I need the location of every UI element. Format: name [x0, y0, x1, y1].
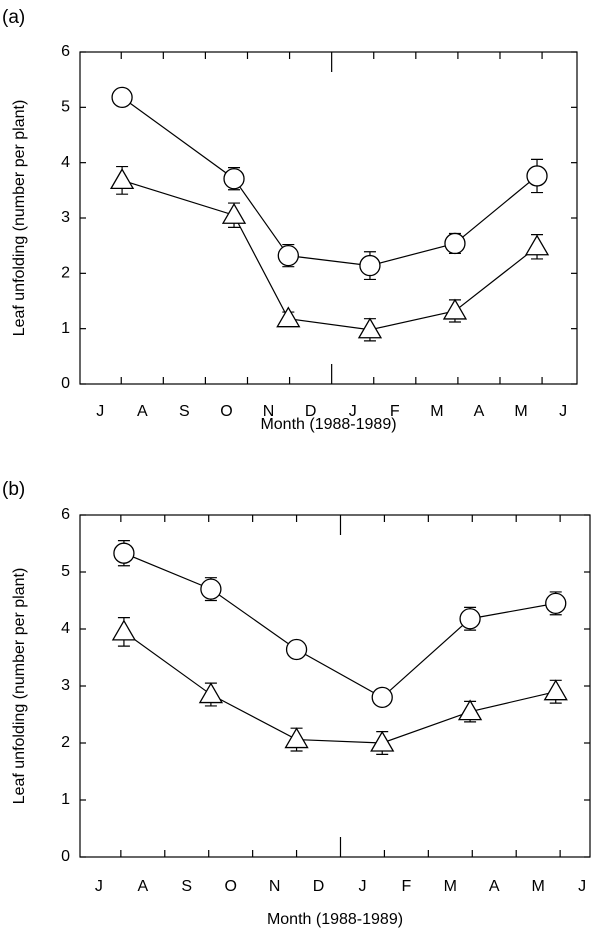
x-tick-label: D: [305, 403, 317, 420]
x-tick-label: J: [559, 403, 567, 420]
data-point: [198, 682, 224, 704]
data-point: [442, 298, 468, 320]
panel-label: (b): [2, 479, 25, 500]
y-tick-label: 6: [61, 43, 70, 60]
data-point: [545, 592, 567, 614]
data-point: [526, 165, 548, 187]
data-point: [221, 202, 247, 224]
data-point: [359, 254, 381, 277]
x-tick-label: O: [220, 403, 232, 420]
series-line: [123, 631, 556, 744]
y-axis-label: Leaf unfolding (number per plant): [11, 568, 28, 805]
x-tick-label: A: [137, 878, 148, 895]
x-tick-label: F: [401, 878, 411, 895]
series-line: [121, 179, 538, 331]
x-tick-label: A: [474, 403, 485, 420]
data-point: [113, 542, 135, 564]
data-point: [370, 730, 395, 752]
y-tick-label: 5: [61, 99, 70, 116]
x-tick-label: D: [313, 878, 325, 895]
data-point: [459, 608, 481, 630]
data-point: [444, 232, 466, 255]
y-axis-label: Leaf unfolding (number per plant): [11, 100, 28, 337]
x-tick-label: S: [181, 878, 192, 895]
y-tick-label: 0: [61, 848, 70, 865]
x-tick-label: N: [269, 878, 281, 895]
x-tick-label: A: [137, 403, 148, 420]
data-point: [276, 306, 301, 328]
x-tick-label: A: [489, 878, 500, 895]
series-line: [121, 96, 538, 267]
x-tick-label: J: [95, 878, 103, 895]
x-tick-label: J: [578, 878, 586, 895]
x-tick-label: J: [349, 403, 357, 420]
data-point: [357, 317, 383, 339]
data-point: [543, 679, 568, 701]
data-point: [284, 727, 309, 749]
data-point: [109, 168, 135, 190]
plot-frame: [79, 51, 578, 385]
data-point: [371, 686, 393, 709]
x-tick-label: O: [224, 878, 236, 895]
data-point: [277, 244, 299, 267]
data-point: [524, 234, 550, 256]
y-tick-label: 1: [61, 791, 70, 808]
x-tick-label: J: [358, 878, 366, 895]
x-tick-label: N: [263, 403, 275, 420]
x-tick-label: M: [532, 878, 545, 895]
series-line: [123, 552, 556, 699]
y-tick-label: 5: [61, 563, 70, 580]
x-tick-label: F: [390, 403, 400, 420]
y-tick-label: 6: [61, 506, 70, 523]
y-tick-label: 3: [61, 209, 70, 226]
x-tick-label: J: [96, 403, 104, 420]
x-axis-label: Month (1988-1989): [267, 911, 403, 928]
y-tick-label: 3: [61, 677, 70, 694]
data-point: [200, 578, 222, 600]
y-tick-label: 4: [61, 620, 70, 637]
y-tick-label: 0: [61, 375, 70, 392]
x-tick-label: M: [514, 403, 527, 420]
panel-label: (a): [2, 7, 25, 28]
x-tick-label: S: [179, 403, 190, 420]
data-point: [223, 168, 245, 190]
y-tick-label: 4: [61, 154, 70, 171]
x-tick-label: M: [430, 403, 443, 420]
x-axis-label: Month (1988-1989): [260, 416, 396, 433]
data-point: [111, 86, 133, 109]
data-point: [111, 619, 137, 641]
y-tick-label: 1: [61, 320, 70, 337]
y-tick-label: 2: [61, 734, 70, 751]
data-point: [457, 699, 483, 721]
x-tick-label: M: [444, 878, 457, 895]
data-point: [285, 638, 308, 661]
y-tick-label: 2: [61, 265, 70, 282]
